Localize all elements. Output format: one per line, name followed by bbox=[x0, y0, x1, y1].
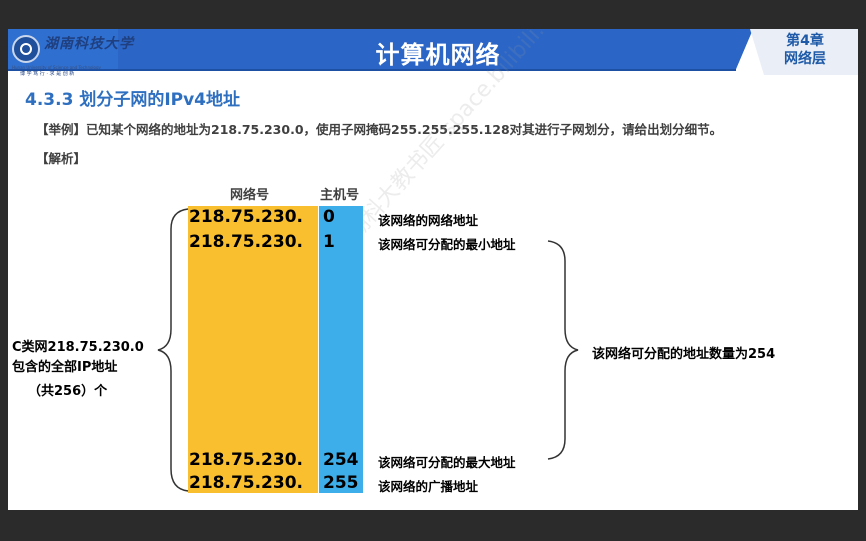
net-column-label: 网络号 bbox=[230, 188, 270, 203]
note-max-address: 该网络可分配的最大地址 bbox=[378, 455, 516, 470]
title-band bbox=[8, 29, 858, 75]
right-brace bbox=[547, 240, 579, 460]
net-number-column bbox=[188, 206, 318, 493]
address-host-part: 255 bbox=[323, 473, 359, 493]
chapter-box: 第4章 网络层 bbox=[776, 32, 834, 68]
host-number-column bbox=[319, 206, 363, 493]
slide: 湖南科技大学 Hunan University of Science and T… bbox=[8, 29, 858, 510]
chapter-name: 网络层 bbox=[784, 51, 826, 67]
address-host-part: 0 bbox=[323, 207, 335, 227]
analysis-label: 【解析】 bbox=[36, 151, 87, 166]
slide-title: 计算机网络 bbox=[375, 41, 501, 69]
note-broadcast-address: 该网络的广播地址 bbox=[378, 479, 479, 494]
slide-header: 湖南科技大学 Hunan University of Science and T… bbox=[8, 29, 858, 77]
section-title: 4.3.3 划分子网的IPv4地址 bbox=[25, 90, 241, 110]
left-brace bbox=[157, 208, 189, 492]
address-net-part: 218.75.230. bbox=[189, 473, 304, 493]
host-column-label: 主机号 bbox=[320, 188, 360, 203]
university-logo: 湖南科技大学 Hunan University of Science and T… bbox=[10, 31, 133, 77]
university-emblem-icon bbox=[12, 35, 40, 63]
address-net-part: 218.75.230. bbox=[189, 450, 304, 470]
left-note-all-ip: 包含的全部IP地址 bbox=[12, 360, 118, 375]
address-net-part: 218.75.230. bbox=[189, 232, 304, 252]
university-motto: 博 学 笃 行 · 求 是 创 新 bbox=[20, 71, 75, 77]
note-min-address: 该网络可分配的最小地址 bbox=[378, 237, 516, 252]
address-host-part: 254 bbox=[323, 450, 359, 470]
left-note-count: （共256）个 bbox=[28, 384, 108, 399]
address-host-part: 1 bbox=[323, 232, 335, 252]
left-note-class-c: C类网218.75.230.0 bbox=[12, 340, 144, 355]
chapter-number: 第4章 bbox=[786, 33, 824, 49]
university-name: 湖南科技大学 bbox=[44, 36, 134, 52]
address-net-part: 218.75.230. bbox=[189, 207, 304, 227]
right-summary: 该网络可分配的地址数量为254 bbox=[592, 347, 776, 362]
braces-layer bbox=[157, 208, 579, 492]
university-name-en: Hunan University of Science and Technolo… bbox=[12, 65, 101, 70]
example-text: 【举例】已知某个网络的地址为218.75.230.0，使用子网掩码255.255… bbox=[36, 122, 723, 137]
note-network-address: 该网络的网络地址 bbox=[378, 213, 479, 228]
